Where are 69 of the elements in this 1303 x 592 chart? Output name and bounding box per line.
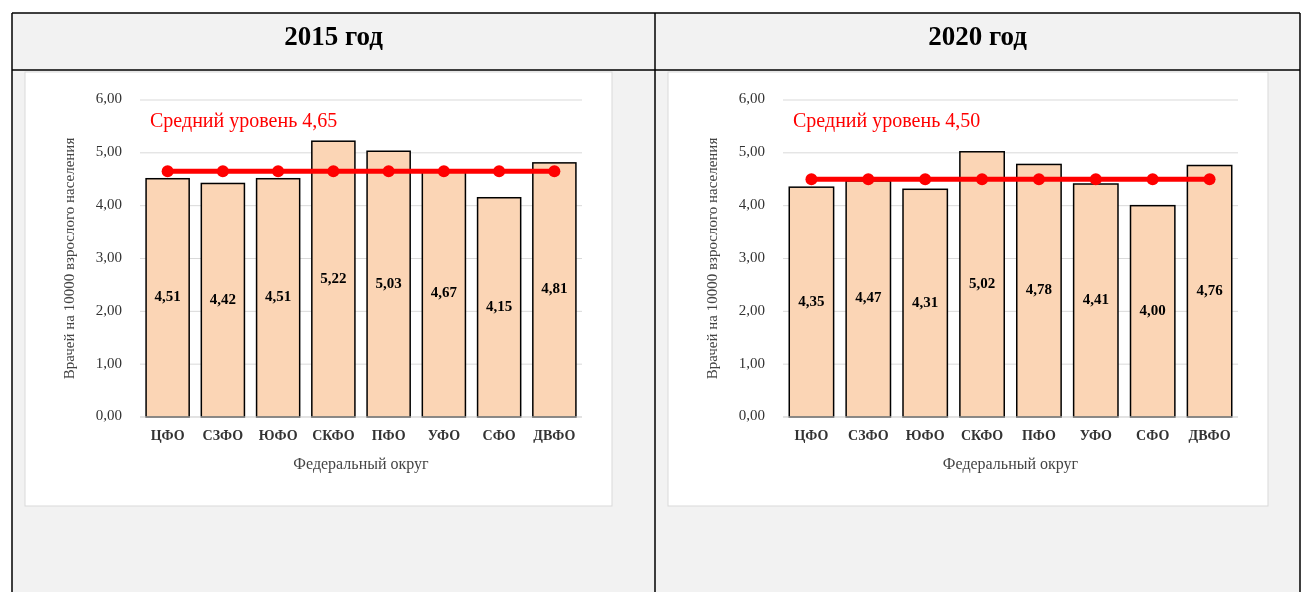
y-tick-label: 0,00 xyxy=(95,407,122,424)
bar xyxy=(255,177,301,418)
y-tick-label: 1,00 xyxy=(95,354,122,371)
data-label: 4,78 xyxy=(1025,281,1053,298)
data-label: 4,67 xyxy=(430,284,458,301)
bar xyxy=(1016,163,1062,418)
data-label: 4,35 xyxy=(798,292,825,309)
bar xyxy=(959,151,1005,418)
x-tick-label: УФО xyxy=(427,428,461,444)
y-tick-label: 2,00 xyxy=(95,301,122,318)
y-tick-label: 2,00 xyxy=(738,301,765,318)
data-label: 4,76 xyxy=(1196,281,1224,298)
data-label: 4,00 xyxy=(1139,301,1166,318)
data-label: 4,81 xyxy=(541,280,568,297)
x-tick-label: ДВФО xyxy=(533,428,576,444)
bar xyxy=(845,180,892,418)
y-tick-label: 1,00 xyxy=(738,354,765,371)
x-tick-label: ДВФО xyxy=(1188,428,1231,444)
bar xyxy=(1129,204,1176,418)
data-label: 4,51 xyxy=(265,288,292,305)
x-tick-label: ЮФО xyxy=(905,428,945,444)
x-tick-label: ЮФО xyxy=(258,428,298,444)
y-axis-title: Врачей на 10000 взрослого населения xyxy=(61,137,78,380)
bar xyxy=(476,196,522,418)
bar xyxy=(200,182,246,418)
data-label: 4,42 xyxy=(209,290,236,307)
series-label: Средний уровень 4,65 xyxy=(150,109,338,132)
y-axis-title: Врачей на 10000 взрослого населения xyxy=(704,137,721,380)
bar xyxy=(532,162,577,418)
bar xyxy=(366,150,411,418)
x-tick-label: ЦФО xyxy=(150,428,185,444)
x-tick-label: СЗФО xyxy=(202,428,244,444)
data-label: 4,15 xyxy=(486,297,513,314)
x-tick-label: ЦФО xyxy=(794,428,829,444)
x-tick-label: УФО xyxy=(1079,428,1113,444)
data-label: 5,03 xyxy=(375,274,402,291)
y-tick-label: 4,00 xyxy=(738,196,765,213)
data-label: 4,31 xyxy=(912,293,939,310)
x-axis-title: Федеральный округ xyxy=(293,454,430,473)
x-tick-label: СФО xyxy=(482,428,516,444)
y-tick-label: 3,00 xyxy=(95,248,122,265)
x-tick-label: ПФО xyxy=(1021,428,1057,444)
y-tick-label: 5,00 xyxy=(95,143,122,160)
bar xyxy=(311,140,356,418)
data-label: 5,22 xyxy=(320,269,347,286)
x-tick-label: СФО xyxy=(1136,428,1170,444)
data-label: 4,47 xyxy=(855,289,882,306)
data-label: 4,41 xyxy=(1082,290,1109,307)
x-tick-label: СЗФО xyxy=(848,428,889,444)
y-tick-label: 4,00 xyxy=(95,196,122,213)
text: Средний уровень 4,50 xyxy=(793,109,981,132)
chart-title: 2015 год xyxy=(284,21,384,51)
y-tick-label: 0,00 xyxy=(738,407,765,424)
y-tick-label: 5,00 xyxy=(738,143,765,160)
data-label: 4,51 xyxy=(154,288,181,305)
x-tick-label: СКФО xyxy=(312,428,355,444)
y-tick-label: 3,00 xyxy=(738,248,765,265)
y-tick-label: 6,00 xyxy=(738,90,765,107)
bar xyxy=(788,186,835,418)
y-tick-label: 6,00 xyxy=(95,90,122,107)
x-tick-label: СКФО xyxy=(960,428,1004,444)
bar xyxy=(1186,164,1233,418)
bar xyxy=(1072,183,1119,418)
data-label: 5,02 xyxy=(968,274,996,291)
bar xyxy=(145,177,190,418)
x-axis-title: Федеральный округ xyxy=(942,454,1079,473)
bar xyxy=(902,188,949,418)
x-tick-label: ПФО xyxy=(371,428,406,444)
chart-title: 2020 год xyxy=(928,21,1028,51)
